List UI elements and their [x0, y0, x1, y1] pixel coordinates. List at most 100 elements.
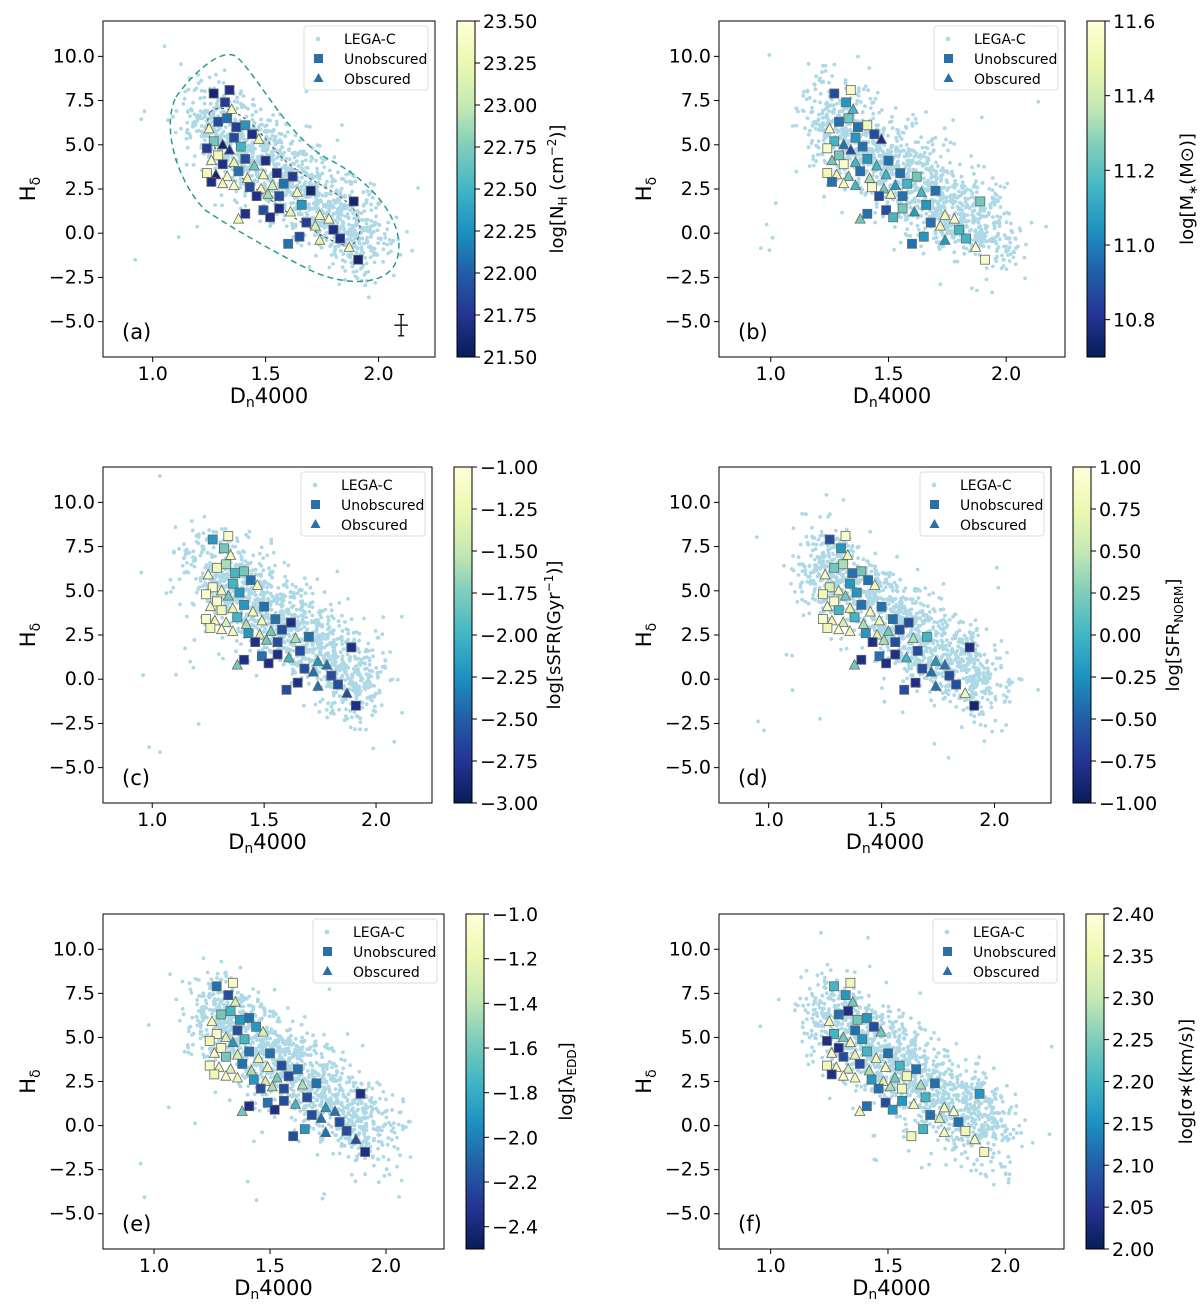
y-tick-label: 5.0: [65, 134, 95, 156]
y-tick-label: −5.0: [49, 311, 95, 333]
lega-c-point: [233, 544, 238, 549]
lega-c-point: [990, 290, 994, 295]
lega-c-point: [368, 228, 373, 233]
lega-c-point: [396, 237, 401, 242]
lega-c-point: [176, 235, 181, 240]
lega-c-point: [356, 234, 361, 239]
lega-c-point: [969, 195, 974, 200]
unobscured-marker: [221, 559, 232, 570]
lega-c-point: [823, 63, 828, 68]
lega-c-point: [292, 196, 297, 201]
lega-c-point: [922, 154, 926, 159]
obscured-marker: [247, 605, 259, 617]
lega-c-point: [370, 195, 375, 200]
lega-c-point: [841, 128, 846, 133]
lega-c-point: [877, 153, 882, 158]
colorbar-tick-label: 23.25: [483, 53, 537, 75]
lega-c-point: [848, 127, 852, 132]
lega-c-point: [188, 114, 192, 118]
lega-c-point: [941, 647, 946, 652]
lega-c-point: [341, 647, 346, 652]
lega-c-point: [300, 602, 305, 607]
lega-c-point: [325, 632, 330, 637]
unobscured-marker: [883, 155, 894, 166]
legend-label: LEGA-C: [344, 32, 396, 48]
lega-c-point: [303, 188, 307, 192]
lega-c-point: [380, 632, 385, 637]
lega-c-point: [362, 209, 367, 214]
unobscured-marker: [283, 238, 294, 249]
lega-c-point: [351, 631, 356, 635]
lega-c-point: [270, 133, 275, 138]
lega-c-point: [882, 143, 887, 148]
unobscured-marker: [265, 212, 276, 223]
lega-c-point: [373, 629, 378, 633]
lega-c-point: [880, 108, 884, 112]
lega-c-point: [352, 216, 356, 221]
colorbar-label-sub: ∗: [1186, 185, 1200, 195]
lega-c-point: [857, 152, 862, 157]
lega-c-point: [197, 128, 201, 133]
obscured-marker: [948, 212, 961, 224]
lega-c-point: [279, 132, 284, 137]
lega-c-point: [978, 224, 982, 229]
lega-c-point: [214, 72, 218, 77]
lega-c-point: [827, 80, 831, 85]
lega-c-point: [330, 184, 334, 189]
lega-c-point: [285, 646, 290, 651]
panel-a: 1.0 1.5 2.010.07.55.02.50.0−2.5−5.0Dn4000H…: [16, 11, 570, 411]
lega-c-point: [210, 555, 214, 559]
lega-c-point: [303, 602, 308, 607]
lega-c-point: [353, 669, 357, 674]
lega-c-point: [338, 650, 343, 655]
lega-c-point: [350, 189, 354, 194]
lega-c-point: [292, 595, 297, 600]
lega-c-point: [216, 573, 221, 578]
lega-c-point: [906, 213, 911, 218]
lega-c-point: [998, 195, 1002, 200]
lega-c-point: [314, 653, 318, 658]
lega-c-point: [316, 180, 321, 185]
lega-c-point: [162, 44, 167, 49]
lega-c-point: [239, 136, 244, 141]
unobscured-marker: [838, 159, 849, 170]
lega-c-point: [263, 626, 267, 631]
lega-c-point: [259, 572, 263, 577]
lega-c-point: [192, 638, 197, 642]
lega-c-point: [338, 202, 343, 206]
lega-c-point: [351, 211, 355, 215]
lega-c-point: [284, 224, 289, 229]
lega-c-point: [813, 119, 818, 124]
lega-c-point: [260, 648, 265, 652]
lega-c-point: [357, 241, 362, 246]
obscured-marker: [256, 614, 268, 626]
lega-c-point: [984, 266, 989, 270]
colorbar-label-end: ⊙)]: [1177, 133, 1198, 162]
lega-c-point: [939, 196, 944, 201]
colorbar-tick-label: 22.50: [483, 179, 537, 201]
lega-c-point: [903, 232, 908, 236]
lega-c-point: [901, 611, 906, 615]
lega-c-point: [810, 525, 814, 530]
lega-c-point: [276, 586, 281, 590]
lega-c-point: [292, 161, 297, 166]
lega-c-point: [280, 599, 285, 604]
lega-c-point: [340, 629, 345, 633]
lega-c-point: [186, 570, 191, 575]
lega-c-point: [373, 709, 378, 714]
lega-c-point: [385, 227, 390, 232]
lega-c-point: [967, 249, 972, 254]
lega-c-point: [904, 143, 909, 147]
lega-c-point: [198, 579, 203, 583]
lega-c-point: [973, 252, 978, 257]
lega-c-point: [994, 656, 999, 660]
lega-c-point: [331, 212, 335, 217]
lega-c-point: [410, 248, 415, 253]
obscured-marker: [838, 138, 850, 150]
lega-c-point: [369, 232, 374, 236]
lega-c-point: [269, 572, 273, 576]
lega-c-point: [292, 155, 297, 160]
lega-c-point: [905, 175, 910, 180]
lega-c-point: [191, 120, 196, 125]
lega-c-point: [297, 622, 302, 626]
